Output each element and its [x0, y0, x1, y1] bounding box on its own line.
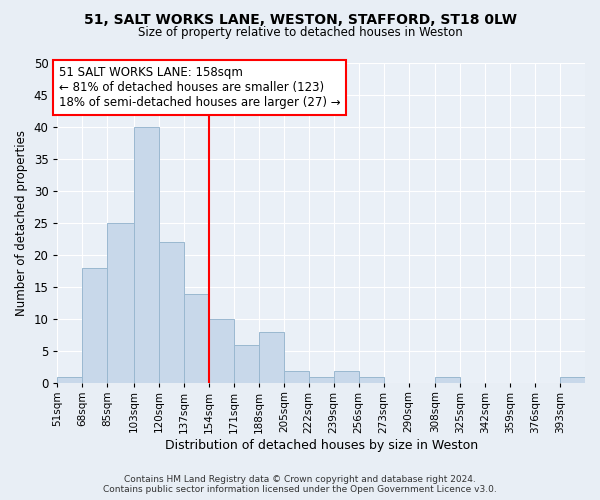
Bar	[435, 377, 460, 384]
Bar	[284, 370, 309, 384]
Bar	[82, 268, 107, 384]
Bar	[134, 126, 159, 384]
Text: Contains HM Land Registry data © Crown copyright and database right 2024.
Contai: Contains HM Land Registry data © Crown c…	[103, 474, 497, 494]
Bar	[560, 377, 585, 384]
Text: 51 SALT WORKS LANE: 158sqm
← 81% of detached houses are smaller (123)
18% of sem: 51 SALT WORKS LANE: 158sqm ← 81% of deta…	[59, 66, 341, 108]
Bar	[259, 332, 284, 384]
Text: Size of property relative to detached houses in Weston: Size of property relative to detached ho…	[137, 26, 463, 39]
Bar	[184, 294, 209, 384]
Bar	[58, 377, 82, 384]
Bar	[334, 370, 359, 384]
Bar	[234, 345, 259, 384]
Y-axis label: Number of detached properties: Number of detached properties	[15, 130, 28, 316]
Bar	[159, 242, 184, 384]
X-axis label: Distribution of detached houses by size in Weston: Distribution of detached houses by size …	[164, 440, 478, 452]
Bar	[309, 377, 334, 384]
Text: 51, SALT WORKS LANE, WESTON, STAFFORD, ST18 0LW: 51, SALT WORKS LANE, WESTON, STAFFORD, S…	[83, 12, 517, 26]
Bar	[107, 223, 134, 384]
Bar	[359, 377, 383, 384]
Bar	[209, 320, 234, 384]
